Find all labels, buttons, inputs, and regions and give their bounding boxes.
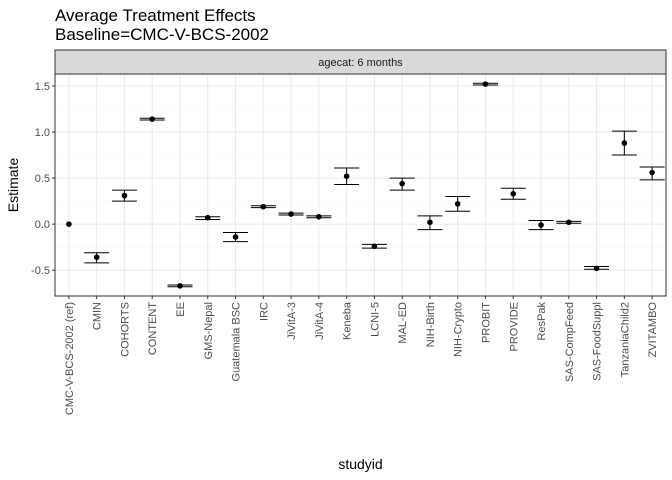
plot-panel [54,73,667,297]
x-tick-label: ResPak [536,302,548,341]
minor-gridlines [55,108,666,248]
x-tick-label: COHORTS [119,302,131,357]
x-tick-label: CMIN [92,302,104,330]
x-tick-label: NIH-Birth [425,302,437,347]
x-tick-label: TanzaniaChild2 [619,302,631,377]
x-tick-label: MAL-ED [397,302,409,344]
x-tick-label: LCNI-5 [369,302,381,337]
y-axis: -0.5 0.0 0.5 1.0 1.5 [31,81,55,277]
estimate-point [482,81,489,87]
x-tick-label: Keneba [342,301,354,340]
estimate-point [343,173,350,180]
y-tick-label: -0.5 [31,265,50,277]
x-tick-label: NIH-Crypto [453,302,465,357]
major-gridlines [55,74,666,296]
x-tick-label: EE [175,302,187,317]
estimate-point [371,243,378,250]
panel-background [55,74,666,296]
estimate-point [316,213,322,220]
facet-strip: agecat: 6 months [54,49,667,75]
x-tick-label: GMS-Nepal [203,302,215,359]
x-tick-label: SAS-CompFeed [564,302,576,382]
estimate-point [204,214,211,221]
x-tick-label: CONTENT [147,302,159,355]
x-tick-label: JiVitA-4 [314,302,326,340]
estimate-point [288,211,294,217]
x-tick-label: PROBIT [480,302,492,343]
x-tick-label: PROVIDE [508,302,520,352]
estimate-point [621,140,628,146]
x-tick-label: ZVITAMBO [647,302,659,358]
x-tick-label: CMC-V-BCS-2002 (ref) [64,302,76,415]
estimate-point [66,221,72,227]
facet-strip-label: agecat: 6 months [318,57,403,69]
estimate-point [649,169,655,176]
estimate-point [149,116,156,122]
facet-strip-background [54,49,667,75]
estimate-point [454,201,461,207]
estimate-point [538,222,544,228]
x-axis: CMC-V-BCS-2002 (ref) CMIN COHORTS CONTENT EE… [64,296,659,415]
chart-title: Average Treatment Effects [55,6,256,25]
y-tick-label: 1.5 [35,81,50,93]
y-axis-title: Estimate [5,158,21,213]
estimate-points [66,81,655,289]
estimate-point [93,254,100,261]
estimate-point [593,265,600,272]
estimate-point [232,234,239,240]
estimate-point [510,190,517,197]
estimate-point [177,283,183,289]
y-tick-label: 0.5 [35,173,50,185]
x-tick-label: Guatemala BSC [231,302,243,382]
x-axis-title: studyid [338,456,382,472]
x-tick-label: JiVitA-3 [286,302,298,340]
panel-border [54,73,667,297]
y-tick-label: 0.0 [35,219,50,231]
x-tick-label: IRC [258,302,270,321]
estimate-point [260,203,267,210]
x-tick-label: SAS-FoodSuppl [592,302,604,381]
y-tick-label: 1.0 [35,127,50,139]
estimate-point [427,219,433,226]
estimate-point [565,219,572,226]
chart-subtitle: Baseline=CMC-V-BCS-2002 [55,25,269,44]
estimate-point [399,180,405,187]
estimate-point [121,192,128,199]
